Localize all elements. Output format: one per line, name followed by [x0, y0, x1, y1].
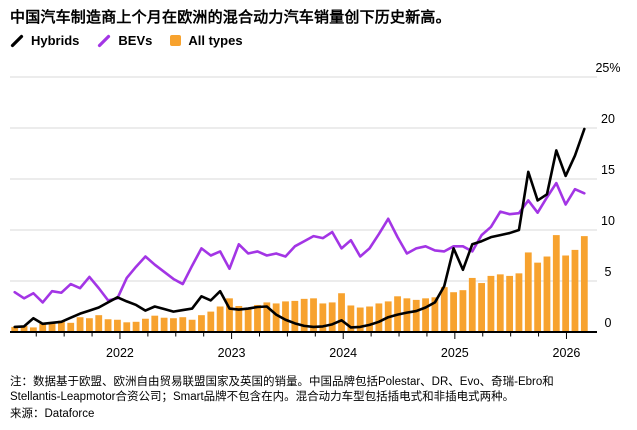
bar: [39, 323, 47, 332]
bar: [571, 249, 579, 332]
bar: [151, 315, 159, 332]
bar: [328, 302, 336, 332]
bar: [48, 322, 56, 332]
bar: [319, 303, 327, 332]
bar: [487, 275, 495, 332]
bar: [356, 307, 364, 332]
hybrids-line-icon: [10, 34, 24, 47]
legend-label-bevs: BEVs: [118, 33, 153, 48]
bar: [534, 262, 542, 332]
bar: [291, 300, 299, 332]
bar: [207, 311, 215, 332]
bar: [254, 304, 261, 332]
y-axis-labels: 25% 20 15 10 5 0: [595, 61, 620, 330]
legend-item-bevs: BEVs: [97, 33, 152, 48]
bar: [198, 315, 205, 332]
bar: [468, 277, 476, 332]
bar: [11, 326, 19, 332]
y-axis-label: 20: [601, 112, 615, 126]
x-axis-labels: 2022 2023 2024 2025 2026: [106, 346, 580, 360]
y-axis-label: 10: [601, 214, 615, 228]
bar: [76, 317, 84, 332]
bar: [580, 236, 588, 332]
y-axis-label: 15: [601, 163, 615, 177]
bar: [543, 256, 551, 332]
hybrids-line: [13, 127, 586, 329]
y-axis-label: 0: [605, 316, 612, 330]
bar: [440, 287, 448, 332]
bar: [67, 322, 75, 332]
footnote-line-2: Stellantis-Leapmotor合资公司；Smart品牌不包含在内。混合…: [10, 391, 515, 403]
bar: [104, 319, 112, 332]
bar: [347, 305, 355, 332]
bar: [478, 283, 485, 332]
x-axis-year-label: 2023: [218, 346, 246, 360]
bar: [123, 322, 131, 332]
bar: [515, 273, 523, 332]
x-axis-year-label: 2022: [106, 346, 134, 360]
bar: [160, 317, 168, 332]
bar: [29, 327, 37, 332]
bar: [244, 307, 252, 332]
bar: [114, 319, 121, 332]
bar: [57, 320, 65, 332]
bar: [338, 293, 345, 332]
legend-label-all-types: All types: [188, 33, 243, 48]
bar: [216, 306, 224, 332]
bar: [450, 292, 457, 332]
bar: [226, 298, 233, 332]
bar: [506, 275, 514, 332]
bar: [179, 317, 187, 332]
bar: [235, 305, 243, 332]
all-types-bars: [11, 235, 588, 332]
legend-item-hybrids: Hybrids: [10, 33, 79, 48]
bar: [310, 298, 317, 332]
bar: [412, 299, 420, 332]
x-axis-year-label: 2024: [329, 346, 357, 360]
bar: [552, 235, 560, 332]
bar: [524, 252, 532, 332]
bar: [459, 290, 467, 332]
bar: [132, 321, 140, 332]
y-axis-label: 5: [605, 265, 612, 279]
bar: [170, 318, 177, 332]
bar: [95, 315, 103, 332]
bevs-line: [13, 181, 586, 304]
chart-title: 中国汽车制造商上个月在欧洲的混合动力汽车销量创下历史新高。: [10, 9, 451, 26]
legend: Hybrids BEVs All types: [10, 33, 243, 48]
source-line: 来源：Dataforce: [10, 408, 95, 420]
bar: [431, 297, 439, 332]
footnote-line-1: 注：数据基于欧盟、欧洲自由贸易联盟国家及英国的销量。中国品牌包括Polestar…: [10, 376, 554, 388]
bar: [562, 255, 570, 332]
bar: [282, 301, 289, 332]
bar: [300, 298, 308, 332]
bar: [422, 298, 429, 332]
bar: [496, 274, 504, 332]
bar: [188, 319, 196, 332]
y-axis-label: 25%: [595, 61, 620, 75]
legend-item-all-types: All types: [170, 33, 243, 48]
bar: [263, 302, 271, 332]
legend-label-hybrids: Hybrids: [31, 33, 80, 48]
bar: [86, 318, 93, 332]
all-types-square-icon: [170, 35, 182, 46]
bar: [403, 298, 411, 332]
footnotes: 注：数据基于欧盟、欧洲自由贸易联盟国家及英国的销量。中国品牌包括Polestar…: [10, 375, 632, 422]
x-axis-ticks: [35, 333, 567, 339]
bar: [272, 303, 280, 332]
bar: [142, 318, 149, 332]
x-axis-year-label: 2025: [441, 346, 469, 360]
bevs-line-icon: [98, 34, 111, 47]
bar: [366, 306, 373, 332]
bar: [375, 303, 383, 332]
bar: [20, 325, 28, 332]
x-axis-year-label: 2026: [553, 346, 581, 360]
